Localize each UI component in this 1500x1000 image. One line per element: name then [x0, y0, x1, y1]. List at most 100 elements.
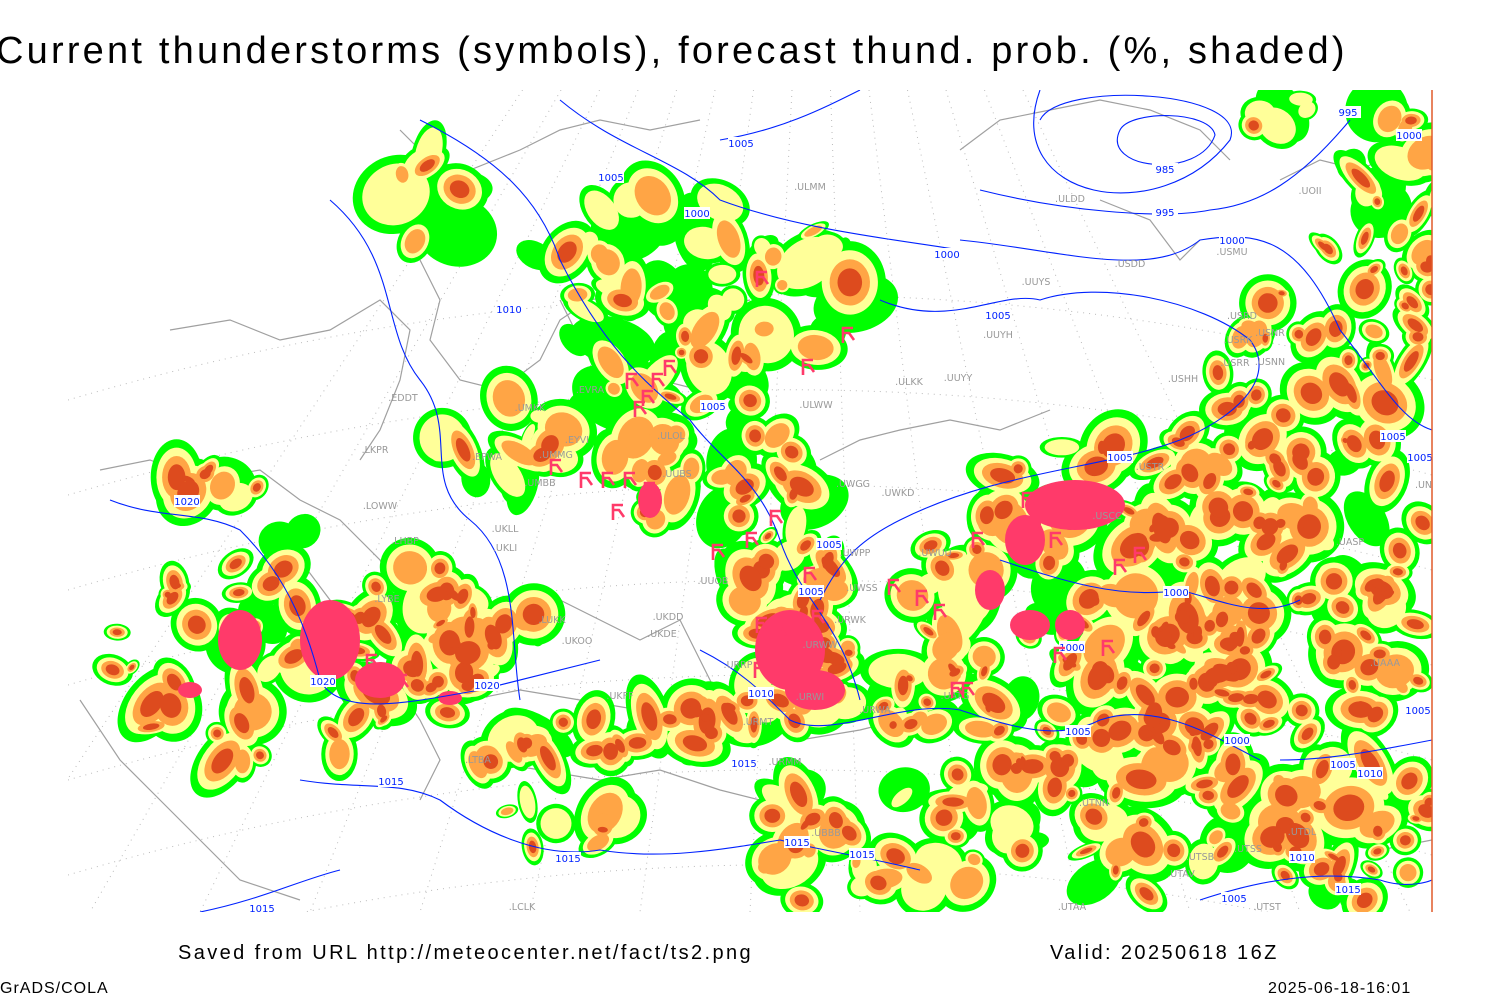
shading-blob: [906, 675, 913, 682]
shading-blob: [327, 727, 339, 738]
station-label: .ULMM: [794, 182, 826, 193]
thunderstorm-symbol-icon: [755, 270, 770, 287]
shading-blob: [1223, 443, 1236, 456]
shading-blob: [449, 180, 470, 199]
shading-blob: [1166, 642, 1176, 650]
shading-blob: [1348, 701, 1373, 718]
isobar-line: [1033, 90, 1232, 194]
isobar-label: 1010: [1289, 853, 1314, 864]
thunderstorm-symbol-icon: [773, 621, 788, 638]
shading-blob: [500, 807, 514, 816]
isobar-label: 1010: [748, 689, 773, 700]
thunderstorm-symbol-icon: [651, 372, 666, 389]
shading-blob: [1251, 389, 1262, 401]
shading-blob: [540, 808, 572, 839]
isobar-label: 1000: [1396, 131, 1421, 142]
shading-blob: [483, 754, 499, 769]
shading-blob: [1333, 794, 1365, 822]
shading-blob: [1137, 610, 1151, 627]
shading-blob: [1348, 680, 1357, 690]
shading-blob: [1112, 787, 1121, 799]
shading-blob: [1315, 759, 1329, 779]
shading-blob: [178, 682, 202, 698]
shading-blob: [166, 673, 182, 691]
isobar-label: 1005: [1380, 432, 1405, 443]
station-label: .UTST: [1253, 902, 1281, 913]
shading-blob: [587, 834, 610, 852]
thunderstorm-symbol-icon: [1053, 646, 1068, 663]
shading-blob: [1355, 279, 1374, 300]
shading-blob: [1379, 470, 1395, 493]
shading-blob: [771, 693, 789, 708]
isobar-label: 1000: [684, 209, 709, 220]
shading-blob: [505, 741, 523, 763]
shading-blob: [1251, 628, 1266, 644]
shading-blob: [1123, 507, 1135, 515]
isobar-label: 1005: [1107, 453, 1132, 464]
station-label: .UMMG: [539, 450, 573, 461]
isobar-label-background: [496, 303, 522, 315]
thunderstorm-symbol-icon: [803, 566, 818, 583]
shading-blob: [950, 866, 984, 900]
shading-blob: [1196, 779, 1213, 789]
isobar-label-background: [378, 775, 404, 787]
shading-blob: [1278, 291, 1285, 296]
isobar-line: [299, 779, 921, 871]
shading-blob: [1392, 542, 1407, 559]
isobar-line: [559, 99, 961, 251]
shading-blob: [1429, 180, 1467, 217]
shading-blob: [1390, 223, 1409, 245]
shading-blob: [1246, 582, 1262, 598]
shading-blob: [438, 691, 462, 705]
shading-blob: [1209, 830, 1223, 845]
shading-blob: [1248, 120, 1259, 131]
isobar-label-background: [985, 309, 1011, 321]
shading-blob: [377, 704, 387, 718]
shading-blob: [1020, 759, 1044, 774]
shading-blob: [1413, 676, 1424, 685]
shading-blob: [1043, 555, 1056, 571]
shading-blob: [393, 551, 428, 585]
shading-blob: [684, 226, 727, 260]
isobar-label-background: [934, 248, 960, 260]
shading-blob: [951, 768, 964, 781]
shading-blob: [1243, 693, 1259, 705]
shading-blob: [558, 717, 568, 727]
thunderstorm-symbol-icon: [801, 358, 816, 375]
shading-blob: [595, 249, 620, 276]
shading-blob: [789, 781, 808, 807]
shading-blob: [1085, 808, 1103, 825]
shading-blob: [1167, 843, 1181, 858]
shading-blob: [950, 832, 961, 841]
shading-blob: [586, 709, 602, 730]
shading-blob: [169, 574, 180, 590]
shading-blob: [1079, 847, 1093, 855]
shading-blob: [1407, 318, 1424, 332]
shading-blob: [785, 445, 799, 459]
shading-blob: [649, 284, 670, 300]
shading-blob: [804, 225, 823, 237]
shading-blob: [1204, 575, 1220, 597]
isobar-label-background: [1163, 586, 1189, 598]
software-credit: GrADS/COLA: [0, 980, 109, 997]
shading-blob: [841, 825, 857, 841]
shading-blob: [828, 812, 843, 829]
station-label: .UWPP: [840, 548, 871, 559]
isobar-label-background: [1380, 430, 1406, 442]
shading-blob: [1179, 557, 1190, 567]
isobar-label-background: [798, 585, 824, 597]
shading-blob: [1096, 713, 1110, 727]
shading-blob: [1115, 593, 1131, 608]
shading-blob: [252, 483, 261, 492]
shading-blob: [495, 614, 513, 634]
shading-blob: [1046, 702, 1071, 723]
thunderstorm-symbol-icon: [1113, 558, 1128, 575]
shading-blob: [948, 552, 960, 559]
shading-blob: [1125, 769, 1157, 790]
shading-blob: [1161, 621, 1169, 630]
isobar-label: 1000: [1059, 643, 1084, 654]
shading-blob: [1412, 816, 1420, 821]
shading-blob: [1371, 578, 1385, 589]
shading-blob: [1217, 845, 1229, 858]
thunderstorm-symbol-icon: [1021, 491, 1036, 508]
